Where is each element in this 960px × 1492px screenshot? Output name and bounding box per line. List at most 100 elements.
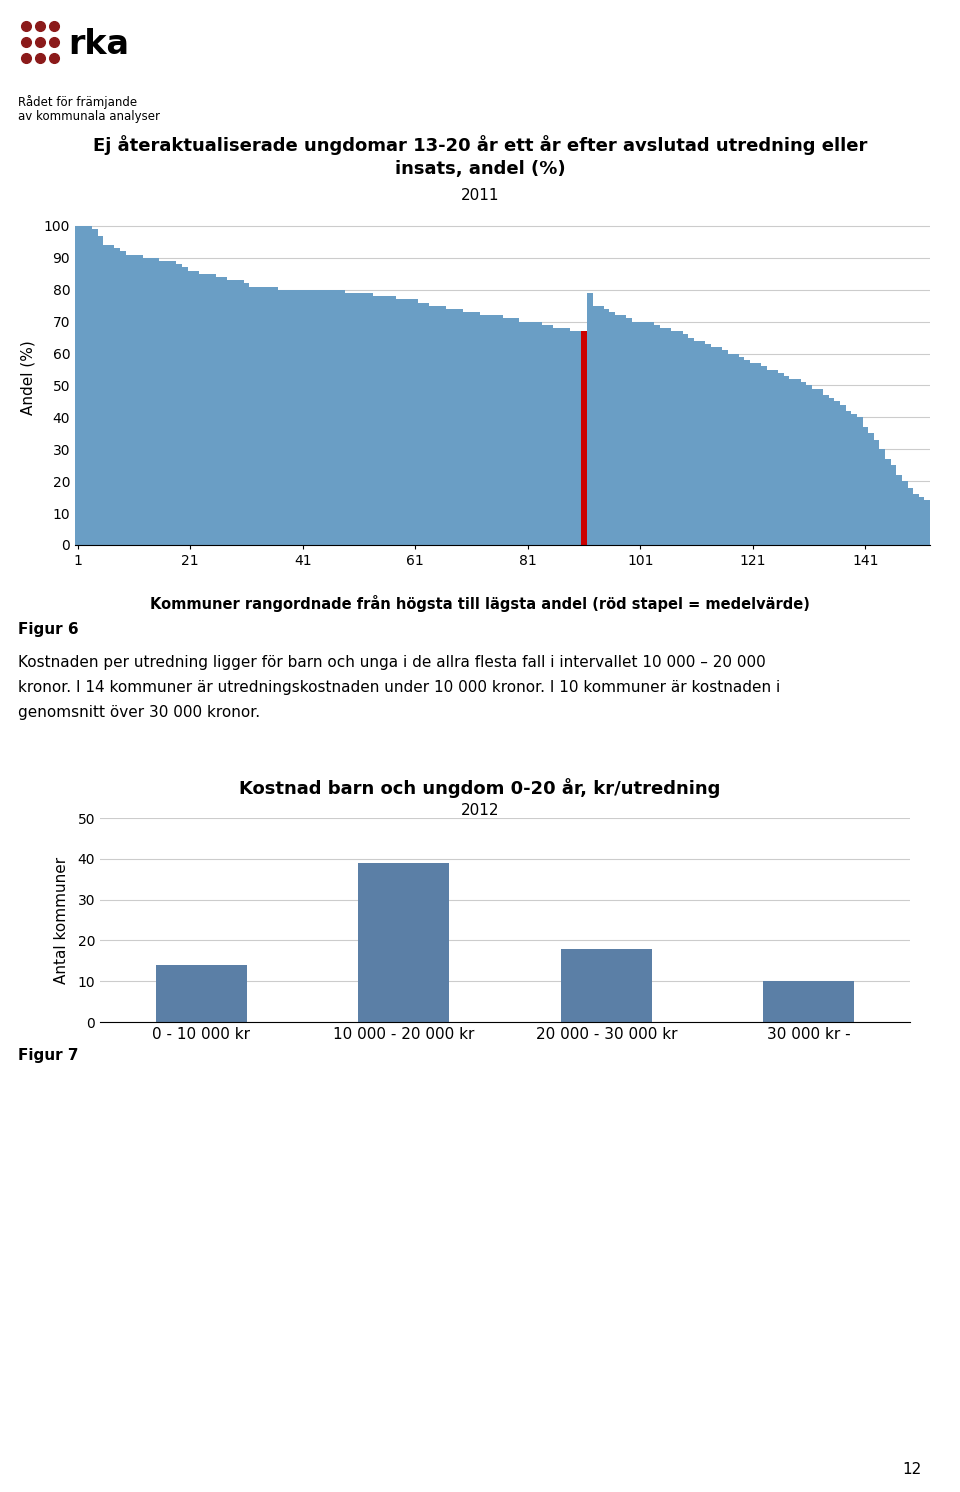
- Bar: [587, 292, 592, 545]
- Bar: [156, 965, 247, 1022]
- Bar: [671, 331, 677, 545]
- Bar: [92, 230, 98, 545]
- Bar: [733, 354, 739, 545]
- Bar: [665, 328, 671, 545]
- Bar: [75, 225, 81, 545]
- Bar: [305, 289, 311, 545]
- Bar: [480, 315, 486, 545]
- Bar: [328, 289, 334, 545]
- Bar: [632, 322, 637, 545]
- Bar: [181, 267, 187, 545]
- Bar: [694, 340, 700, 545]
- Bar: [828, 398, 834, 545]
- Bar: [547, 325, 553, 545]
- Bar: [317, 289, 323, 545]
- Text: Figur 6: Figur 6: [18, 622, 79, 637]
- Text: 12: 12: [902, 1462, 922, 1477]
- Bar: [897, 474, 901, 545]
- Bar: [165, 261, 171, 545]
- Bar: [783, 376, 789, 545]
- Bar: [238, 280, 244, 545]
- Text: Kostnaden per utredning ligger för barn och unga i de allra flesta fall i interv: Kostnaden per utredning ligger för barn …: [18, 655, 766, 670]
- Bar: [789, 379, 795, 545]
- Bar: [626, 318, 632, 545]
- Bar: [272, 286, 277, 545]
- Bar: [705, 345, 710, 545]
- Bar: [260, 286, 266, 545]
- Bar: [812, 389, 818, 545]
- Bar: [924, 500, 930, 545]
- Bar: [300, 289, 305, 545]
- Bar: [221, 278, 227, 545]
- Bar: [137, 255, 142, 545]
- Text: av kommunala analyser: av kommunala analyser: [18, 110, 160, 122]
- Bar: [474, 312, 480, 545]
- Text: Kommuner rangordnade från högsta till lägsta andel (röd stapel = medelvärde): Kommuner rangordnade från högsta till lä…: [150, 595, 810, 612]
- Bar: [750, 363, 756, 545]
- Bar: [210, 275, 216, 545]
- Bar: [311, 289, 317, 545]
- Bar: [250, 286, 255, 545]
- Bar: [446, 309, 452, 545]
- Bar: [492, 315, 497, 545]
- Text: kronor. I 14 kommuner är utredningskostnaden under 10 000 kronor. I 10 kommuner : kronor. I 14 kommuner är utredningskostn…: [18, 680, 780, 695]
- Bar: [401, 300, 407, 545]
- Bar: [722, 351, 728, 545]
- Bar: [126, 255, 132, 545]
- Text: rka: rka: [68, 27, 129, 61]
- Bar: [232, 280, 238, 545]
- Bar: [350, 292, 356, 545]
- Bar: [683, 334, 688, 545]
- Bar: [204, 275, 210, 545]
- Bar: [660, 328, 665, 545]
- Y-axis label: Antal kommuner: Antal kommuner: [54, 856, 69, 983]
- Bar: [199, 275, 204, 545]
- Text: genomsnitt över 30 000 kronor.: genomsnitt över 30 000 kronor.: [18, 706, 260, 721]
- Bar: [834, 401, 840, 545]
- Bar: [468, 312, 474, 545]
- Bar: [907, 488, 913, 545]
- Bar: [362, 292, 368, 545]
- Bar: [81, 225, 86, 545]
- Bar: [323, 289, 328, 545]
- Bar: [610, 312, 615, 545]
- Bar: [564, 328, 570, 545]
- Bar: [159, 261, 165, 545]
- Bar: [114, 248, 120, 545]
- Bar: [852, 415, 857, 545]
- Bar: [763, 982, 854, 1022]
- Text: 2011: 2011: [461, 188, 499, 203]
- Bar: [559, 328, 564, 545]
- Bar: [407, 300, 413, 545]
- Bar: [171, 261, 177, 545]
- Bar: [373, 295, 379, 545]
- Bar: [710, 348, 716, 545]
- Bar: [103, 245, 108, 545]
- Text: insats, andel (%): insats, andel (%): [395, 160, 565, 178]
- Bar: [356, 292, 362, 545]
- Bar: [132, 255, 137, 545]
- Bar: [452, 309, 458, 545]
- Bar: [390, 295, 396, 545]
- Bar: [334, 289, 340, 545]
- Bar: [86, 225, 92, 545]
- Bar: [531, 322, 537, 545]
- Bar: [423, 303, 429, 545]
- Bar: [637, 322, 643, 545]
- Bar: [598, 306, 604, 545]
- Bar: [874, 440, 879, 545]
- Bar: [840, 404, 846, 545]
- Bar: [429, 306, 435, 545]
- Bar: [688, 337, 694, 545]
- Bar: [576, 331, 581, 545]
- Bar: [537, 322, 541, 545]
- Bar: [728, 354, 733, 545]
- Bar: [340, 289, 345, 545]
- Y-axis label: Andel (%): Andel (%): [20, 340, 36, 415]
- Bar: [458, 309, 463, 545]
- Text: Figur 7: Figur 7: [18, 1047, 79, 1062]
- Bar: [368, 292, 373, 545]
- Bar: [868, 433, 874, 545]
- Bar: [604, 309, 610, 545]
- Bar: [739, 357, 744, 545]
